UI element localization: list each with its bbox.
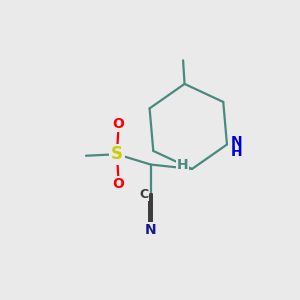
Text: O: O — [112, 177, 124, 191]
Text: C: C — [140, 188, 149, 200]
Text: O: O — [112, 117, 124, 131]
Text: H: H — [231, 145, 242, 159]
Text: N: N — [231, 135, 242, 149]
Text: N: N — [145, 223, 157, 237]
Text: H: H — [177, 158, 188, 172]
Text: S: S — [111, 145, 123, 163]
